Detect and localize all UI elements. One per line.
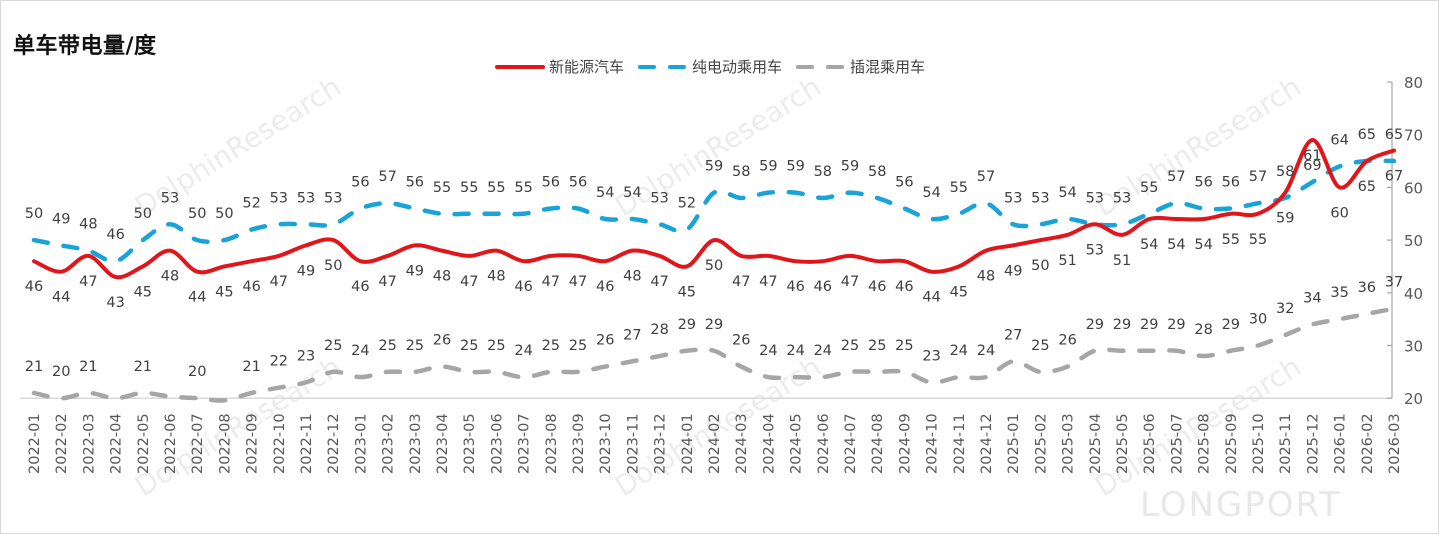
brand-logo: LONGPORT <box>1140 485 1342 525</box>
dashed-line-icon <box>638 64 689 69</box>
legend-item-nev[interactable]: 新能源汽车 <box>495 56 624 77</box>
legend-label: 插混乘用车 <box>850 58 926 76</box>
solid-line-icon <box>495 64 545 69</box>
dashed-line-icon <box>796 64 847 69</box>
chart-title: 单车带电量/度 <box>13 34 157 59</box>
chart-legend: 新能源汽车 纯电动乘用车 插混乘用车 <box>495 56 939 77</box>
legend-label: 纯电动乘用车 <box>692 58 783 76</box>
legend-item-bev[interactable]: 纯电动乘用车 <box>638 56 782 77</box>
legend-item-phev[interactable]: 插混乘用车 <box>796 56 925 77</box>
legend-label: 新能源汽车 <box>549 58 625 76</box>
